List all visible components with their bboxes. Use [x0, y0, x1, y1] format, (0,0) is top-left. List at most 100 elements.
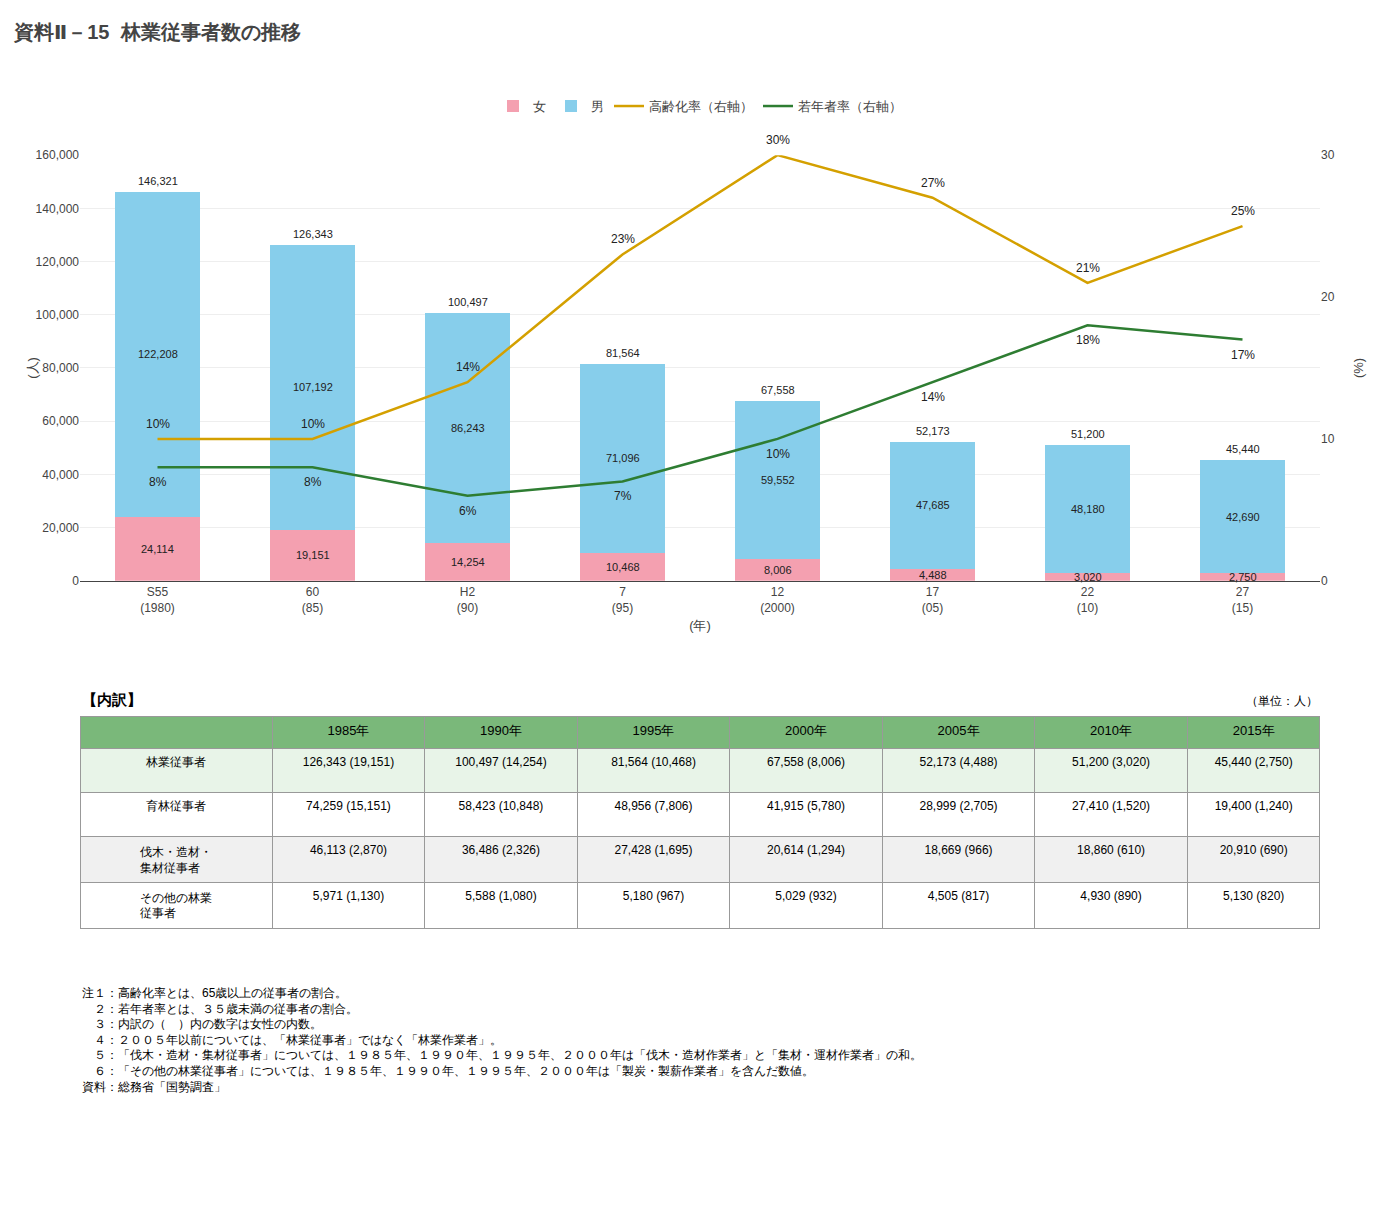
- svg-text:52,173 (4,488): 52,173 (4,488): [920, 755, 998, 769]
- svg-text:10%: 10%: [146, 417, 170, 431]
- svg-text:81,564 (10,468): 81,564 (10,468): [611, 755, 696, 769]
- svg-text:10%: 10%: [766, 447, 790, 461]
- svg-text:140,000: 140,000: [36, 202, 80, 216]
- svg-text:74,259 (15,151): 74,259 (15,151): [306, 799, 391, 813]
- svg-text:5,029 (932): 5,029 (932): [775, 889, 836, 903]
- svg-text:14,254: 14,254: [451, 556, 485, 568]
- svg-text:10,468: 10,468: [606, 561, 640, 573]
- svg-text:7(95): 7(95): [612, 585, 633, 615]
- svg-text:100,497: 100,497: [448, 296, 488, 308]
- svg-text:14%: 14%: [921, 390, 945, 404]
- svg-text:2010年: 2010年: [1090, 723, 1132, 738]
- svg-text:1995年: 1995年: [633, 723, 675, 738]
- svg-text:18,860 (610): 18,860 (610): [1077, 843, 1145, 857]
- svg-text:1985年: 1985年: [327, 723, 369, 738]
- svg-text:8,006: 8,006: [764, 564, 792, 576]
- svg-text:51,200 (3,020): 51,200 (3,020): [1072, 755, 1150, 769]
- svg-text:（単位：人）: （単位：人）: [1246, 694, 1318, 708]
- svg-text:5,180 (967): 5,180 (967): [623, 889, 684, 903]
- svg-text:14%: 14%: [456, 360, 480, 374]
- svg-text:1990年: 1990年: [480, 723, 522, 738]
- svg-text:25%: 25%: [1231, 204, 1255, 218]
- svg-text:47,685: 47,685: [916, 499, 950, 511]
- svg-text:8%: 8%: [304, 475, 322, 489]
- svg-text:17%: 17%: [1231, 348, 1255, 362]
- svg-text:3,020: 3,020: [1074, 571, 1102, 583]
- svg-text:67,558 (8,006): 67,558 (8,006): [767, 755, 845, 769]
- svg-text:126,343 (19,151): 126,343 (19,151): [303, 755, 394, 769]
- svg-text:4,930 (890): 4,930 (890): [1080, 889, 1141, 903]
- svg-text:22(10): 22(10): [1077, 585, 1098, 615]
- svg-text:23%: 23%: [611, 232, 635, 246]
- svg-text:20,000: 20,000: [42, 521, 79, 535]
- svg-text:100,497 (14,254): 100,497 (14,254): [455, 755, 546, 769]
- svg-text:160,000: 160,000: [36, 148, 80, 162]
- svg-text:高齢化率（右軸）: 高齢化率（右軸）: [649, 99, 753, 114]
- svg-text:80,000: 80,000: [42, 361, 79, 375]
- svg-text:126,343: 126,343: [293, 228, 333, 240]
- svg-text:若年者率（右軸）: 若年者率（右軸）: [798, 99, 902, 114]
- svg-text:67,558: 67,558: [761, 384, 795, 396]
- svg-text:27%: 27%: [921, 176, 945, 190]
- svg-text:5,588 (1,080): 5,588 (1,080): [465, 889, 536, 903]
- svg-text:46,113 (2,870): 46,113 (2,870): [310, 843, 387, 857]
- svg-text:4,505 (817): 4,505 (817): [928, 889, 989, 903]
- svg-text:4,488: 4,488: [919, 569, 947, 581]
- svg-text:30: 30: [1321, 148, 1335, 162]
- svg-text:10: 10: [1321, 432, 1335, 446]
- svg-text:5,130 (820): 5,130 (820): [1223, 889, 1284, 903]
- svg-text:19,151: 19,151: [296, 549, 330, 561]
- svg-text:45,440 (2,750): 45,440 (2,750): [1215, 755, 1293, 769]
- svg-text:60(85): 60(85): [302, 585, 323, 615]
- svg-text:その他の林業従事者: その他の林業従事者: [140, 891, 212, 921]
- svg-text:100,000: 100,000: [36, 308, 80, 322]
- svg-text:2015年: 2015年: [1233, 723, 1275, 738]
- svg-text:48,180: 48,180: [1071, 503, 1105, 515]
- svg-text:45,440: 45,440: [1226, 443, 1260, 455]
- svg-text:27,410 (1,520): 27,410 (1,520): [1072, 799, 1150, 813]
- svg-text:36,486 (2,326): 36,486 (2,326): [462, 843, 540, 857]
- svg-text:育林従事者: 育林従事者: [146, 799, 206, 813]
- svg-text:男: 男: [591, 99, 604, 114]
- svg-text:59,552: 59,552: [761, 474, 795, 486]
- svg-text:48,956 (7,806): 48,956 (7,806): [614, 799, 692, 813]
- svg-text:86,243: 86,243: [451, 422, 485, 434]
- svg-text:17(05): 17(05): [922, 585, 943, 615]
- svg-text:27,428 (1,695): 27,428 (1,695): [614, 843, 692, 857]
- svg-text:81,564: 81,564: [606, 347, 640, 359]
- svg-text:(人): (人): [25, 357, 40, 379]
- svg-text:60,000: 60,000: [42, 414, 79, 428]
- svg-text:120,000: 120,000: [36, 255, 80, 269]
- svg-text:伐木・造材・集材従事者: 伐木・造材・集材従事者: [140, 845, 212, 875]
- svg-text:(%): (%): [1351, 358, 1366, 378]
- svg-text:H2(90): H2(90): [457, 585, 478, 615]
- svg-text:12(2000): 12(2000): [760, 585, 795, 615]
- svg-text:41,915 (5,780): 41,915 (5,780): [767, 799, 845, 813]
- svg-text:10%: 10%: [301, 417, 325, 431]
- svg-text:女: 女: [533, 99, 546, 114]
- svg-text:2,750: 2,750: [1229, 571, 1257, 583]
- svg-text:18%: 18%: [1076, 333, 1100, 347]
- svg-text:18,669 (966): 18,669 (966): [925, 843, 993, 857]
- svg-text:8%: 8%: [149, 475, 167, 489]
- svg-text:30%: 30%: [766, 133, 790, 147]
- svg-text:20,910 (690): 20,910 (690): [1220, 843, 1288, 857]
- svg-text:2000年: 2000年: [785, 723, 827, 738]
- svg-text:107,192: 107,192: [293, 381, 333, 393]
- svg-text:【内訳】: 【内訳】: [82, 691, 142, 708]
- svg-text:20: 20: [1321, 290, 1335, 304]
- svg-text:6%: 6%: [459, 504, 477, 518]
- svg-text:146,321: 146,321: [138, 175, 178, 187]
- svg-text:0: 0: [1321, 574, 1328, 588]
- svg-text:5,971 (1,130): 5,971 (1,130): [313, 889, 384, 903]
- svg-text:24,114: 24,114: [141, 543, 174, 555]
- svg-text:20,614 (1,294): 20,614 (1,294): [767, 843, 845, 857]
- svg-text:51,200: 51,200: [1071, 428, 1105, 440]
- svg-text:0: 0: [72, 574, 79, 588]
- svg-text:27(15): 27(15): [1232, 585, 1253, 615]
- svg-text:(年): (年): [689, 618, 711, 633]
- svg-text:林業従事者: 林業従事者: [145, 755, 206, 769]
- svg-text:58,423 (10,848): 58,423 (10,848): [459, 799, 544, 813]
- svg-text:40,000: 40,000: [42, 468, 79, 482]
- svg-text:2005年: 2005年: [938, 723, 980, 738]
